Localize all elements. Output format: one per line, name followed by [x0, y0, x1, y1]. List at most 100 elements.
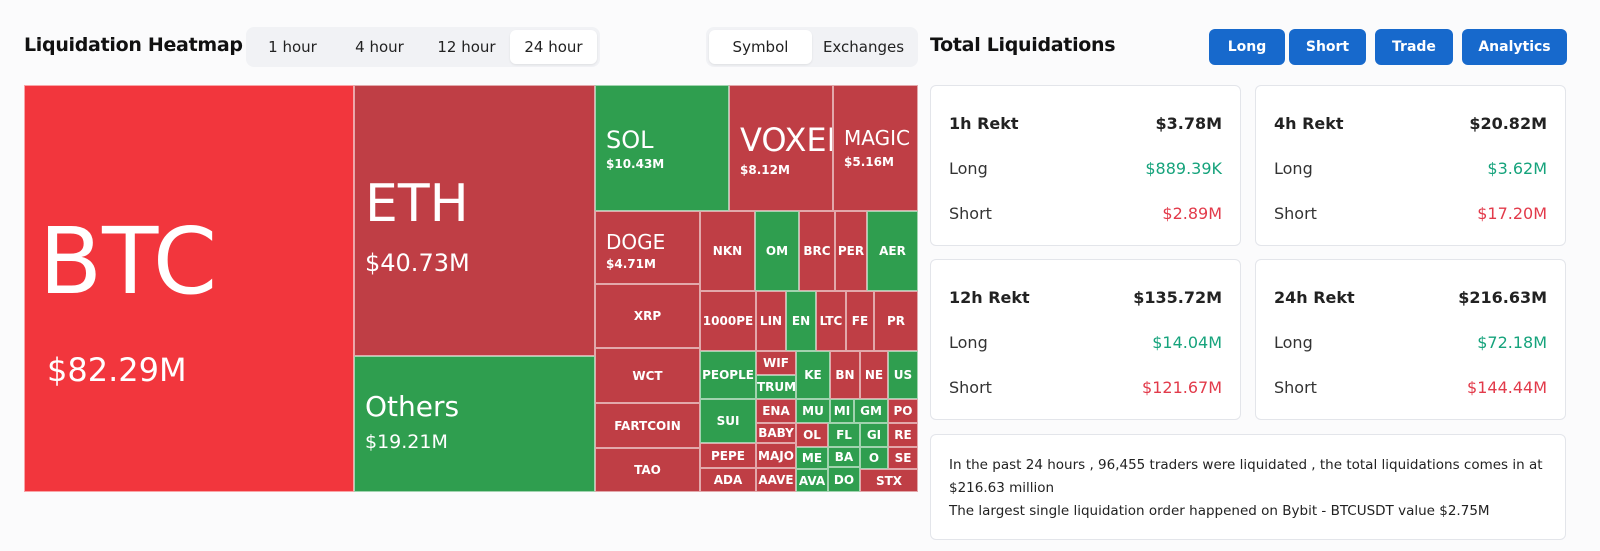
- cell-symbol: PER: [837, 244, 865, 258]
- treemap-cell-o[interactable]: O: [860, 447, 888, 469]
- cell-symbol: LIN: [759, 314, 783, 328]
- treemap-cell-xrp[interactable]: XRP: [595, 284, 700, 348]
- treemap-cell-ltc[interactable]: LTC: [816, 291, 846, 351]
- treemap-cell-brc[interactable]: BRC: [799, 211, 835, 291]
- treemap-cell-nkn[interactable]: NKN: [700, 211, 755, 291]
- treemap-cell-ol[interactable]: OL: [796, 423, 828, 447]
- treemap-cell-ada[interactable]: ADA: [700, 468, 756, 492]
- view-exchanges[interactable]: Exchanges: [822, 38, 905, 56]
- cell-symbol: BTC: [39, 208, 218, 315]
- cell-symbol: NKN: [712, 244, 743, 258]
- trade-button[interactable]: Trade: [1375, 29, 1453, 65]
- treemap-cell-fl[interactable]: FL: [828, 423, 860, 447]
- treemap-cell-magic[interactable]: MAGIC $5.16M: [833, 85, 918, 211]
- treemap-cell-eth[interactable]: ETH $40.73M: [354, 85, 595, 356]
- cell-symbol: GM: [860, 404, 882, 418]
- treemap-cell-mu[interactable]: MU: [796, 399, 830, 423]
- long-button[interactable]: Long: [1209, 29, 1285, 65]
- treemap-cell-se[interactable]: SE: [888, 447, 918, 469]
- cell-symbol: Others: [365, 390, 460, 423]
- treemap-cell-ke[interactable]: KE: [796, 351, 830, 399]
- view-symbol[interactable]: Symbol: [709, 30, 812, 64]
- analytics-button[interactable]: Analytics: [1462, 29, 1567, 65]
- treemap-cell-sol[interactable]: SOL $10.43M: [595, 85, 729, 211]
- treemap-cell-trum[interactable]: TRUM: [756, 375, 796, 399]
- long-label: Long: [949, 333, 988, 352]
- treemap-cell-tao[interactable]: TAO: [595, 448, 700, 492]
- treemap-cell-ava[interactable]: AVA: [796, 469, 828, 492]
- treemap-cell-re[interactable]: RE: [888, 423, 918, 447]
- treemap-cell-po[interactable]: PO: [888, 399, 918, 423]
- cell-symbol: MAGIC: [844, 126, 910, 150]
- treemap-cell-pr[interactable]: PR: [874, 291, 918, 351]
- treemap-cell-do[interactable]: DO: [828, 467, 860, 492]
- treemap-cell-stx[interactable]: STX: [860, 469, 918, 492]
- treemap-cell-sui[interactable]: SUI: [700, 399, 756, 443]
- short-value: $144.44M: [1467, 378, 1547, 397]
- treemap-cell-per[interactable]: PER: [835, 211, 867, 291]
- cell-value: $40.73M: [365, 249, 470, 277]
- cell-symbol: 1000PE: [702, 314, 754, 328]
- card-label: 1h Rekt: [949, 114, 1019, 133]
- short-button[interactable]: Short: [1289, 29, 1366, 65]
- cell-symbol: BN: [835, 368, 855, 382]
- treemap-cell-ba[interactable]: BA: [828, 447, 860, 467]
- long-value: $72.18M: [1477, 333, 1547, 352]
- treemap-cell-en[interactable]: EN: [786, 291, 816, 351]
- cell-symbol: PEOPLE: [702, 368, 754, 382]
- long-label: Long: [949, 159, 988, 178]
- treemap-cell-fartcoin[interactable]: FARTCOIN: [595, 403, 700, 448]
- treemap-cell-1000pe[interactable]: 1000PE: [700, 291, 756, 351]
- card-total: $216.63M: [1458, 288, 1547, 307]
- treemap-cell-ena[interactable]: ENA: [756, 399, 796, 423]
- cell-symbol: PO: [893, 404, 913, 418]
- cell-symbol: BRC: [803, 244, 831, 258]
- cell-symbol: AVA: [798, 473, 826, 488]
- treemap-cell-doge[interactable]: DOGE $4.71M: [595, 211, 700, 284]
- short-label: Short: [949, 204, 992, 223]
- cell-symbol: EN: [791, 314, 811, 328]
- timeframe-24h[interactable]: 24 hour: [510, 30, 597, 64]
- treemap-cell-majo[interactable]: MAJO: [756, 443, 796, 468]
- treemap-cell-me[interactable]: ME: [796, 447, 828, 469]
- long-value: $14.04M: [1152, 333, 1222, 352]
- cell-symbol: MU: [802, 404, 824, 418]
- treemap-cell-btc[interactable]: BTC $82.29M: [24, 85, 354, 492]
- treemap-cell-bn[interactable]: BN: [830, 351, 860, 399]
- treemap-cell-ne[interactable]: NE: [860, 351, 888, 399]
- treemap-cell-aave[interactable]: AAVE: [756, 468, 796, 492]
- cell-symbol: MAJO: [758, 448, 794, 463]
- treemap-cell-voxel[interactable]: VOXEL $8.12M: [729, 85, 833, 211]
- cell-symbol: DO: [833, 472, 855, 487]
- heatmap-title: Liquidation Heatmap: [24, 34, 243, 56]
- treemap-cell-aer[interactable]: AER: [867, 211, 918, 291]
- short-label: Short: [1274, 204, 1317, 223]
- treemap-cell-wif[interactable]: WIF: [756, 351, 796, 375]
- long-label: Long: [1274, 159, 1313, 178]
- treemap-cell-us[interactable]: US: [888, 351, 918, 399]
- cell-symbol: BA: [834, 450, 854, 464]
- treemap-cell-pepe[interactable]: PEPE: [700, 443, 756, 468]
- cell-symbol: WIF: [763, 356, 789, 370]
- treemap-cell-others[interactable]: Others $19.21M: [354, 356, 595, 492]
- timeframe-12h[interactable]: 12 hour: [437, 38, 496, 56]
- treemap-cell-fe[interactable]: FE: [846, 291, 874, 351]
- treemap-cell-baby[interactable]: BABY: [756, 423, 796, 443]
- cell-symbol: LTC: [819, 314, 843, 328]
- cell-value: $10.43M: [606, 157, 665, 171]
- treemap-cell-people[interactable]: PEOPLE: [700, 351, 756, 399]
- treemap-cell-lin[interactable]: LIN: [756, 291, 786, 351]
- treemap-cell-wct[interactable]: WCT: [595, 348, 700, 403]
- treemap-cell-om[interactable]: OM: [755, 211, 799, 291]
- card-label: 4h Rekt: [1274, 114, 1344, 133]
- rekt-card-24h: 24h Rekt $216.63M Long $72.18M Short $144.4…: [1255, 259, 1566, 420]
- view-selector: Symbol Exchanges: [706, 27, 918, 67]
- treemap-cell-gm[interactable]: GM: [854, 399, 888, 423]
- timeframe-4h[interactable]: 4 hour: [355, 38, 404, 56]
- timeframe-1h[interactable]: 1 hour: [268, 38, 317, 56]
- treemap-cell-gi[interactable]: GI: [860, 423, 888, 447]
- long-value: $889.39K: [1145, 159, 1222, 178]
- cell-symbol: OL: [803, 428, 821, 442]
- cell-symbol: AER: [879, 244, 906, 258]
- treemap-cell-mi[interactable]: MI: [830, 399, 854, 423]
